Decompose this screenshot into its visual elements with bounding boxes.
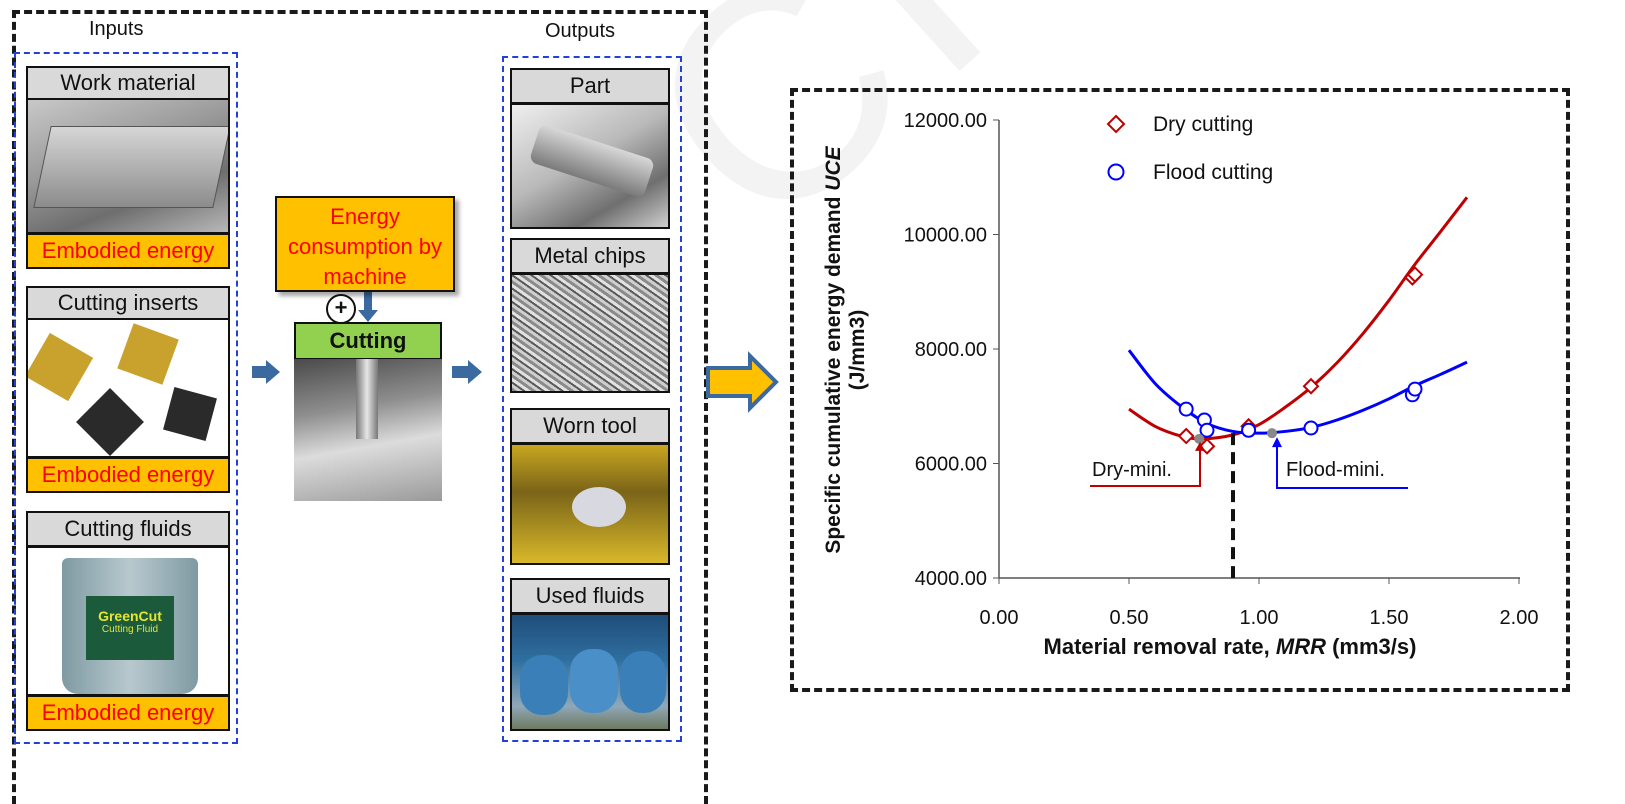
output-flow-arrow bbox=[452, 360, 482, 384]
fluid-brand-text: GreenCut bbox=[98, 608, 162, 624]
legend-marker-flood bbox=[1107, 163, 1125, 181]
dry-minimum-label: Dry-mini. bbox=[1092, 459, 1172, 481]
tool-tip-shape bbox=[572, 487, 626, 527]
plus-symbol: + bbox=[326, 294, 356, 324]
data-point-dry bbox=[1406, 266, 1424, 283]
work-material-head: Work material bbox=[26, 66, 230, 100]
y-tick-label: 12000.00 bbox=[904, 110, 987, 132]
metal-chips-image bbox=[510, 273, 670, 393]
outputs-title: Outputs bbox=[545, 20, 616, 42]
dry-minimum-arrowhead bbox=[1195, 441, 1205, 451]
y-tick-label: 6000.00 bbox=[915, 454, 987, 476]
cutting-fluids-energy: Embodied energy bbox=[26, 695, 230, 731]
x-tick-label: 0.50 bbox=[1110, 607, 1149, 629]
tank-shape-1 bbox=[520, 655, 568, 715]
x-tick-label: 0.00 bbox=[980, 607, 1019, 629]
y-tick-label: 4000.00 bbox=[915, 568, 987, 590]
energy-line-1: Energy bbox=[330, 204, 400, 229]
cutting-inserts-image bbox=[26, 318, 230, 458]
energy-down-arrow bbox=[358, 292, 378, 322]
y-tick-label: 10000.00 bbox=[904, 225, 987, 247]
y-axis-label: Specific cumulative energy demand UCE bbox=[822, 145, 845, 553]
chart-frame bbox=[790, 88, 1570, 692]
y-axis-unit: (J/mm3) bbox=[846, 310, 869, 391]
legend-label-dry: Dry cutting bbox=[1153, 113, 1253, 136]
fluid-bucket: GreenCut Cutting Fluid bbox=[62, 558, 198, 694]
x-tick-label: 1.50 bbox=[1370, 607, 1409, 629]
x-tick-label: 2.00 bbox=[1500, 607, 1539, 629]
inputs-group bbox=[14, 52, 238, 744]
energy-line-3: machine bbox=[323, 264, 407, 289]
part-head: Part bbox=[510, 68, 670, 104]
x-axis-label-symbol: MRR bbox=[1276, 634, 1326, 659]
outputs-group bbox=[502, 56, 682, 742]
flood-minimum-label: Flood-mini. bbox=[1286, 459, 1385, 481]
dry-minimum-leader bbox=[1090, 446, 1201, 487]
flood-minimum-leader bbox=[1276, 443, 1408, 489]
spindle-shape bbox=[356, 359, 378, 439]
data-point-flood bbox=[1303, 420, 1319, 436]
x-axis-label-main: Material removal rate, bbox=[1044, 634, 1276, 659]
used-fluids-image bbox=[510, 613, 670, 731]
minimum-marker bbox=[1267, 428, 1277, 439]
minimum-marker bbox=[1194, 433, 1205, 444]
flood-minimum-arrowhead bbox=[1272, 437, 1282, 448]
tank-shape-3 bbox=[620, 651, 666, 713]
work-material-image bbox=[26, 98, 230, 234]
input-flow-arrow bbox=[252, 360, 280, 384]
used-fluids-head: Used fluids bbox=[510, 578, 670, 614]
to-chart-arrow bbox=[706, 351, 779, 413]
legend-label-flood: Flood cutting bbox=[1153, 161, 1273, 184]
cutting-image bbox=[294, 359, 442, 501]
part-image bbox=[510, 103, 670, 229]
data-point-flood bbox=[1178, 401, 1194, 417]
data-point-flood bbox=[1407, 381, 1423, 397]
fit-curve-dry bbox=[1128, 196, 1469, 441]
y-axis-label-symbol: UCE bbox=[822, 145, 845, 190]
energy-line-2: consumption by bbox=[287, 234, 443, 259]
x-axis-label-unit: (mm3/s) bbox=[1326, 634, 1416, 659]
machine-energy-box: Energy consumption by machine bbox=[275, 196, 455, 292]
cutting-fluids-image: GreenCut Cutting Fluid bbox=[26, 546, 230, 696]
tank-shape-2 bbox=[570, 649, 618, 713]
data-point-flood bbox=[1241, 422, 1257, 438]
cutting-inserts-energy: Embodied energy bbox=[26, 457, 230, 493]
data-point-dry bbox=[1177, 427, 1195, 445]
x-tick-label: 1.00 bbox=[1240, 607, 1279, 629]
legend-marker-dry bbox=[1106, 114, 1126, 134]
data-point-dry bbox=[1302, 377, 1320, 395]
fluid-bucket-label: GreenCut Cutting Fluid bbox=[86, 596, 174, 660]
inputs-title: Inputs bbox=[89, 18, 144, 40]
y-tick-label: 8000.00 bbox=[915, 339, 987, 361]
fluid-sub-text: Cutting Fluid bbox=[101, 624, 159, 635]
x-axis-label: Material removal rate, MRR (mm3/s) bbox=[1044, 634, 1417, 659]
y-axis-label-main: Specific cumulative energy demand bbox=[822, 191, 845, 554]
work-material-energy: Embodied energy bbox=[26, 233, 230, 269]
cutting-inserts-head: Cutting inserts bbox=[26, 286, 230, 320]
worn-tool-image bbox=[510, 443, 670, 565]
data-point-flood bbox=[1199, 422, 1215, 438]
